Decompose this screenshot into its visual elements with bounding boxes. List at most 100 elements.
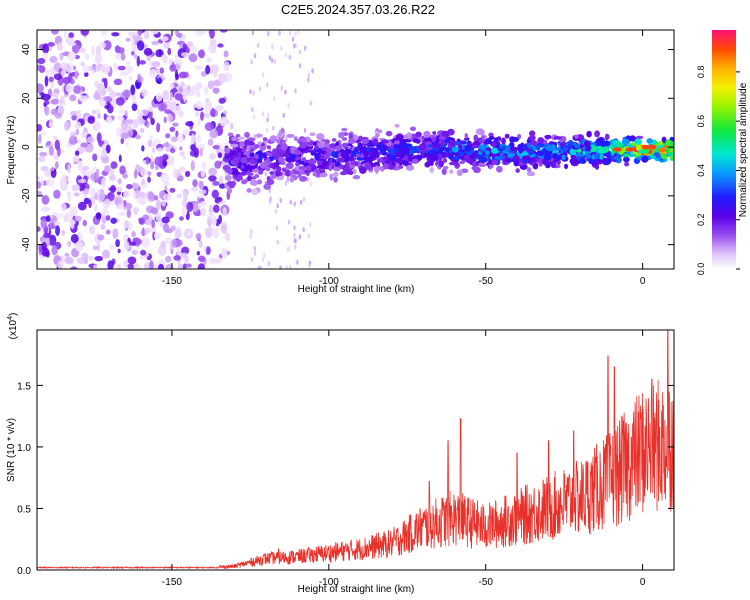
- heatmap-blob: [241, 148, 247, 152]
- spectrogram-panel: -150 -100 -50 0 -40 -20 0 20 40 Height of strai…: [6, 29, 675, 295]
- heatmap-blob: [316, 165, 324, 169]
- snr-plot-area: [37, 330, 674, 570]
- heatmap-blob: [506, 144, 511, 152]
- heatmap-blob: [545, 144, 554, 152]
- heatmap-blob: [207, 80, 215, 90]
- heatmap-blob: [299, 141, 308, 149]
- heatmap-blob: [76, 109, 82, 121]
- heatmap-blob: [108, 174, 117, 182]
- heatmap-blob: [459, 160, 465, 165]
- heatmap-blob: [579, 158, 587, 164]
- heatmap-blob: [239, 140, 245, 148]
- heatmap-blob: [91, 69, 96, 75]
- heatmap-blob: [634, 138, 643, 145]
- heatmap-blob: [200, 207, 207, 217]
- heatmap-blob: [252, 168, 260, 173]
- heatmap-blob: [266, 156, 270, 164]
- heatmap-blob: [77, 160, 83, 171]
- heatmap-blob: [211, 216, 217, 227]
- heatmap-blob: [278, 30, 281, 36]
- heatmap-blob: [131, 40, 136, 48]
- heatmap-blob: [90, 187, 96, 199]
- heatmap-blob: [95, 45, 102, 56]
- heatmap-blob: [155, 92, 163, 102]
- heatmap-blob: [199, 194, 206, 199]
- heatmap-blob: [331, 138, 337, 142]
- heatmap-blob: [54, 155, 59, 161]
- heatmap-blob: [399, 138, 408, 142]
- heatmap-blob: [341, 137, 348, 141]
- heatmap-blob: [70, 266, 78, 269]
- heatmap-blob: [135, 134, 141, 140]
- heatmap-blob: [134, 169, 138, 179]
- heatmap-blob: [302, 227, 305, 233]
- heatmap-blob: [169, 126, 176, 132]
- heatmap-blob: [294, 88, 297, 94]
- heatmap-blob: [101, 149, 108, 158]
- heatmap-blob: [276, 239, 279, 245]
- heatmap-blob: [171, 100, 176, 109]
- heatmap-blob: [182, 43, 188, 50]
- heatmap-blob: [285, 162, 294, 168]
- heatmap-blob: [438, 146, 443, 154]
- heatmap-blob: [479, 129, 485, 136]
- heatmap-blob: [162, 142, 170, 148]
- heatmap-blob: [70, 110, 77, 116]
- heatmap-blob: [526, 166, 532, 173]
- heatmap-blob: [288, 30, 292, 36]
- heatmap-blob: [258, 86, 262, 92]
- heatmap-blob: [647, 144, 657, 150]
- heatmap-blob: [298, 234, 302, 240]
- heatmap-blob: [276, 165, 282, 172]
- heatmap-blob: [101, 77, 107, 83]
- heatmap-blob: [101, 156, 110, 164]
- heatmap-blob: [125, 202, 133, 210]
- heatmap-blob: [293, 136, 298, 141]
- heatmap-blob: [63, 30, 67, 39]
- heatmap-blob: [261, 153, 267, 158]
- heatmap-blob: [509, 146, 519, 152]
- heatmap-blob: [39, 254, 45, 261]
- heatmap-blob: [528, 159, 533, 163]
- snr-y-ticks: 0.0 0.5 1.0 1.5: [17, 381, 674, 577]
- heatmap-blob: [150, 161, 155, 170]
- heatmap-blob: [96, 132, 102, 143]
- heatmap-blob: [185, 263, 192, 268]
- colorbar-tick-label: 0.6: [696, 115, 706, 128]
- heatmap-blob: [62, 76, 71, 85]
- heatmap-blob: [316, 133, 325, 141]
- heatmap-blob: [216, 196, 223, 203]
- heatmap-blob: [241, 179, 248, 185]
- snr-y-label: SNR (10 * v/v): [6, 418, 17, 482]
- heatmap-blob: [272, 153, 278, 157]
- heatmap-blob: [242, 167, 249, 173]
- heatmap-blob: [200, 111, 204, 121]
- heatmap-blob: [147, 171, 152, 176]
- heatmap-blob: [179, 151, 185, 157]
- heatmap-blob: [553, 136, 562, 140]
- heatmap-blob: [206, 246, 211, 255]
- heatmap-blob: [150, 30, 159, 35]
- heatmap-blob: [101, 66, 109, 73]
- heatmap-blob: [65, 83, 74, 93]
- heatmap-blob: [372, 152, 377, 158]
- colorbar-label: Normalized spectral amplitude: [738, 82, 749, 217]
- heatmap-blob: [95, 64, 101, 73]
- heatmap-blob: [129, 241, 137, 246]
- heatmap-blob: [206, 56, 212, 64]
- heatmap-blob: [528, 130, 536, 137]
- heatmap-blob: [415, 131, 422, 138]
- heatmap-blob: [254, 173, 260, 179]
- heatmap-blob: [404, 143, 413, 147]
- heatmap-blob: [223, 50, 229, 58]
- heatmap-blob: [248, 159, 255, 164]
- heatmap-blob: [598, 149, 606, 154]
- heatmap-blob: [50, 167, 55, 172]
- x-tick-label: 0: [640, 276, 646, 287]
- heatmap-blob: [37, 124, 43, 132]
- heatmap-blob: [153, 232, 161, 240]
- heatmap-blob: [178, 110, 184, 118]
- heatmap-blob: [179, 216, 184, 221]
- snr-panel: -150 -100 -50 0 0.0 0.5 1.0 1.5 Height of stra…: [6, 313, 675, 595]
- heatmap-blob: [104, 165, 111, 173]
